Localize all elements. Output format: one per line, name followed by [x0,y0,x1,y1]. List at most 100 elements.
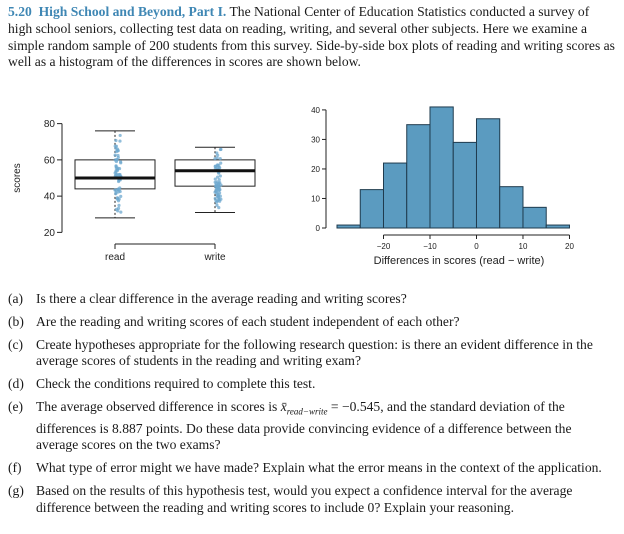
data-point [218,180,222,185]
question-g: (g) Based on the results of this hypothe… [8,483,616,517]
histogram-bar [382,162,408,229]
data-point [214,190,218,194]
data-point [114,192,118,196]
histogram-bar [406,124,431,229]
y-tick-label: 80 [44,119,56,130]
question-letter: (a) [8,291,24,306]
data-point [117,172,121,177]
data-point [215,175,220,179]
data-point [117,203,121,208]
histogram-bar [475,118,501,229]
figures: 20 40 60 80 scores read write 0 10 20 30 40 −20 −10 0… [0,98,624,288]
x-tick-label: 20 [565,242,574,251]
exercise-title: High School and Beyond, Part I. [38,4,227,19]
data-point [213,196,217,201]
question-letter: (b) [8,313,24,329]
question-b: (b) Are the reading and writing scores o… [8,314,616,331]
y-axis-label: scores [12,163,23,192]
data-point [217,178,221,182]
question-text: Create hypotheses appropriate for the fo… [36,336,593,369]
x-tick-label: read [105,252,125,263]
question-text-after: = −0.545, and the standard deviation of … [36,398,572,453]
y-tick-label: 20 [311,165,320,174]
x-tick-label: 0 [474,242,479,251]
data-point [113,144,117,148]
data-point [119,210,123,214]
question-letter: (f) [8,460,22,476]
data-point [216,192,220,197]
question-text: Are the reading and writing scores of ea… [36,313,460,329]
data-point [115,168,119,173]
question-list: (a) Is there a clear difference in the a… [8,291,616,522]
data-point [118,133,122,138]
data-point [118,160,123,164]
data-point [218,157,222,161]
data-point [213,157,217,161]
data-point [113,153,117,157]
exercise-intro-text: The National Center of Education Statist… [8,4,615,70]
exercise-number: 5.20 [8,4,32,19]
data-point [116,153,120,158]
x-tick-label: 10 [519,242,528,251]
question-text-before: The average observed difference in score… [36,398,281,414]
question-e: (e) The average observed difference in s… [8,399,616,454]
data-point [114,188,118,192]
x-tick-label: write [203,252,226,263]
data-point [115,157,119,162]
exercise-intro: 5.20 High School and Beyond, Part I. The… [8,4,616,71]
data-point [215,151,219,155]
y-tick-label: 40 [311,106,320,115]
y-tick-label: 30 [311,135,320,144]
question-f: (f) What type of error might we have mad… [8,460,616,477]
data-point [118,139,122,143]
question-c: (c) Create hypotheses appropriate for th… [8,337,616,371]
question-text: What type of error might we have made? E… [36,460,602,476]
data-point [114,165,118,169]
data-point [218,147,223,152]
xbar-symbol: x̄ [280,398,287,414]
data-point [119,194,123,198]
question-a: (a) Is there a clear difference in the a… [8,291,616,308]
xbar-subscript: read−write [286,406,328,417]
data-point [217,197,221,201]
question-text: Based on the results of this hypothesis … [36,482,573,515]
question-letter: (e) [8,398,24,414]
data-point [116,149,120,153]
histogram-bar [359,189,384,229]
boxplot-chart: 20 40 60 80 scores read write [12,119,256,263]
y-tick-label: 20 [44,228,56,239]
data-point [217,206,221,210]
data-point [116,209,120,213]
data-point [116,197,120,201]
data-point [213,177,217,181]
histogram-bar [336,224,361,229]
histogram-chart: 0 10 20 30 40 −20 −10 0 10 20 Differences in score… [311,106,574,267]
y-tick-label: 40 [44,192,56,203]
question-letter: (c) [8,336,24,352]
data-point [217,188,221,192]
question-text: Check the conditions required to complet… [36,376,316,392]
y-tick-label: 60 [44,155,56,166]
data-point [219,183,223,187]
histogram-bar [429,106,454,229]
histogram-bar [499,186,524,229]
data-point [114,138,118,143]
histogram-bar [452,141,477,229]
data-point [216,184,220,189]
data-point [113,171,117,175]
question-letter: (d) [8,376,24,392]
question-text: Is there a clear difference in the avera… [36,291,407,306]
x-tick-label: −10 [423,242,437,251]
question-letter: (g) [8,482,24,498]
question-d: (d) Check the conditions required to com… [8,376,616,393]
x-tick-label: −20 [377,242,391,251]
histogram-bar [545,224,570,229]
data-point [218,174,222,178]
data-point [219,161,223,165]
data-point [215,166,219,170]
y-tick-label: 0 [316,224,321,233]
x-axis-label: Differences in scores (read − write) [374,255,545,267]
data-point [118,186,122,190]
histogram-bar [522,206,547,229]
y-tick-label: 10 [311,194,320,203]
